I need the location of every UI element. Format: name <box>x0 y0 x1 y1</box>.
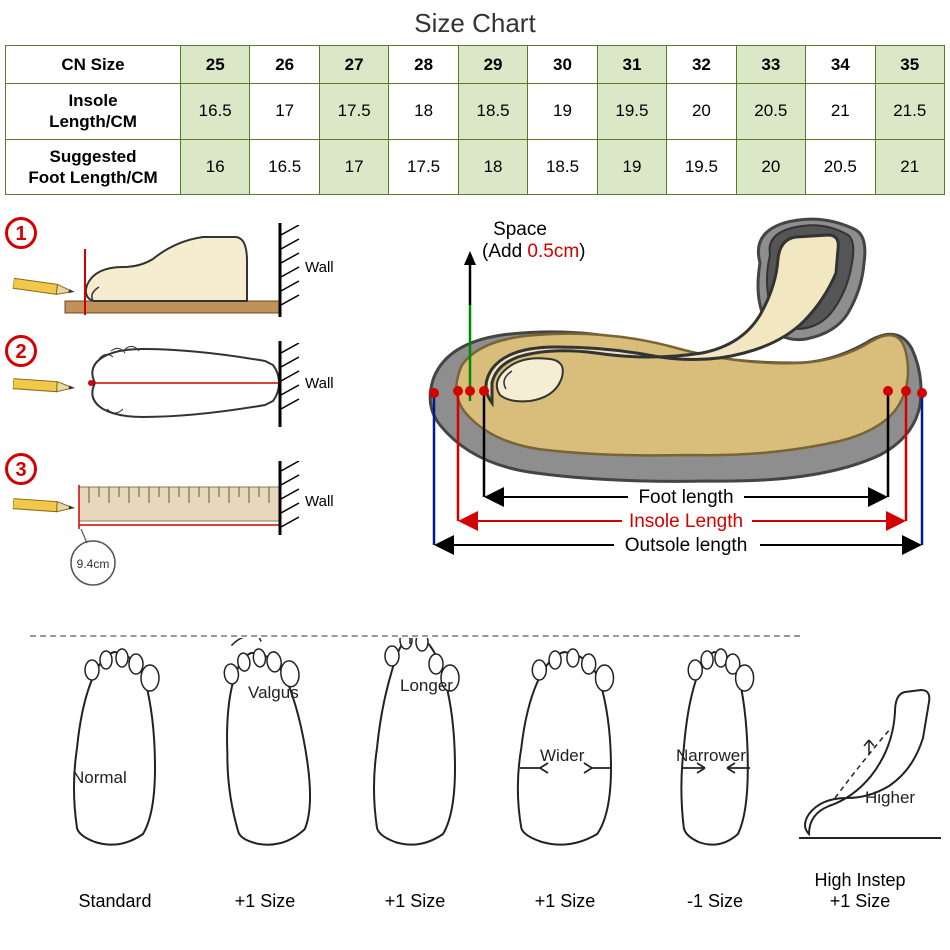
suggested-cell: 20 <box>736 139 805 195</box>
header-row: CN Size 2526272829303132333435 <box>6 46 945 84</box>
foot-name-label: Higher <box>865 788 915 808</box>
suggested-cell: 16.5 <box>250 139 319 195</box>
foot-name-label: Normal <box>72 768 127 788</box>
dashed-baseline <box>30 635 800 637</box>
suggested-cell: 18.5 <box>528 139 597 195</box>
foot-name-label: Valgus <box>248 683 299 703</box>
mid-section: 1 <box>0 205 950 605</box>
suggested-row: SuggestedFoot Length/CM 1616.51717.51818… <box>6 139 945 195</box>
col-header: 27 <box>319 46 388 84</box>
suggested-cell: 18 <box>458 139 527 195</box>
pencil-icon <box>12 375 81 398</box>
col-header: 32 <box>667 46 736 84</box>
size-adjustment: +1 Size <box>350 891 480 912</box>
wall-label-1: Wall <box>305 259 334 276</box>
col-header: 34 <box>806 46 875 84</box>
size-adjustment: Standard <box>50 891 180 912</box>
insole-label: InsoleLength/CM <box>6 84 181 140</box>
measure-steps: 1 <box>5 209 365 595</box>
svg-text:Space: Space <box>493 219 547 240</box>
svg-text:9.4cm: 9.4cm <box>77 557 110 571</box>
insole-cell: 21.5 <box>875 84 944 140</box>
col-header: 31 <box>597 46 666 84</box>
insole-cell: 16.5 <box>181 84 250 140</box>
size-adjustment: +1 Size <box>200 891 330 912</box>
suggested-cell: 16 <box>181 139 250 195</box>
col-header: 28 <box>389 46 458 84</box>
suggested-cell: 20.5 <box>806 139 875 195</box>
suggested-label: SuggestedFoot Length/CM <box>6 139 181 195</box>
suggested-cell: 19 <box>597 139 666 195</box>
size-adjustment: High Instep+1 Size <box>795 870 925 912</box>
chart-title: Size Chart <box>0 0 950 45</box>
col-header: 25 <box>181 46 250 84</box>
col-header: 30 <box>528 46 597 84</box>
suggested-cell: 17.5 <box>389 139 458 195</box>
suggested-cell: 21 <box>875 139 944 195</box>
foot-type-wider: Wider+1 Size <box>500 638 630 898</box>
suggested-cell: 17 <box>319 139 388 195</box>
size-adjustment: -1 Size <box>650 891 780 912</box>
step-2-badge: 2 <box>5 335 37 367</box>
insole-cell: 20.5 <box>736 84 805 140</box>
insole-cell: 17 <box>250 84 319 140</box>
suggested-cell: 19.5 <box>667 139 736 195</box>
size-table: CN Size 2526272829303132333435 InsoleLen… <box>5 45 945 195</box>
col-header: 33 <box>736 46 805 84</box>
shoe-svg: Foot length Insole Length Outsole length… <box>400 205 945 605</box>
wall-label-3: Wall <box>305 493 334 510</box>
svg-text:Outsole length: Outsole length <box>625 535 748 556</box>
step-3-badge: 3 <box>5 453 37 485</box>
col-header: 26 <box>250 46 319 84</box>
insole-cell: 18.5 <box>458 84 527 140</box>
foot-types: NormalStandard Valgus+1 Size <box>0 630 950 950</box>
size-adjustment: +1 Size <box>500 891 630 912</box>
step-3: 3 <box>5 445 365 595</box>
svg-text:Foot length: Foot length <box>638 487 733 508</box>
step-1: 1 <box>5 209 365 327</box>
foot-name-label: Wider <box>540 746 584 766</box>
foot-type-valgus: Valgus+1 Size <box>200 638 330 898</box>
insole-cell: 21 <box>806 84 875 140</box>
foot-type-higher: HigherHigh Instep+1 Size <box>795 638 925 898</box>
insole-row: InsoleLength/CM 16.51717.51818.51919.520… <box>6 84 945 140</box>
insole-cell: 20 <box>667 84 736 140</box>
step-1-badge: 1 <box>5 217 37 249</box>
foot-type-normal: NormalStandard <box>50 638 180 898</box>
pencil-icon <box>12 495 81 518</box>
svg-text:Insole Length: Insole Length <box>629 511 743 532</box>
header-label: CN Size <box>6 46 181 84</box>
insole-cell: 19 <box>528 84 597 140</box>
wall-label-2: Wall <box>305 375 334 392</box>
foot-type-narrower: Narrower-1 Size <box>650 638 780 898</box>
col-header: 29 <box>458 46 527 84</box>
svg-text:(Add 0.5cm): (Add 0.5cm) <box>482 241 586 262</box>
insole-cell: 17.5 <box>319 84 388 140</box>
foot-name-label: Longer <box>400 676 453 696</box>
foot-type-longer: Longer+1 Size <box>350 638 480 898</box>
col-header: 35 <box>875 46 944 84</box>
foot-name-label: Narrower <box>676 746 746 766</box>
insole-cell: 18 <box>389 84 458 140</box>
shoe-diagram: Foot length Insole Length Outsole length… <box>400 205 945 605</box>
step-2: 2 <box>5 327 365 445</box>
insole-cell: 19.5 <box>597 84 666 140</box>
